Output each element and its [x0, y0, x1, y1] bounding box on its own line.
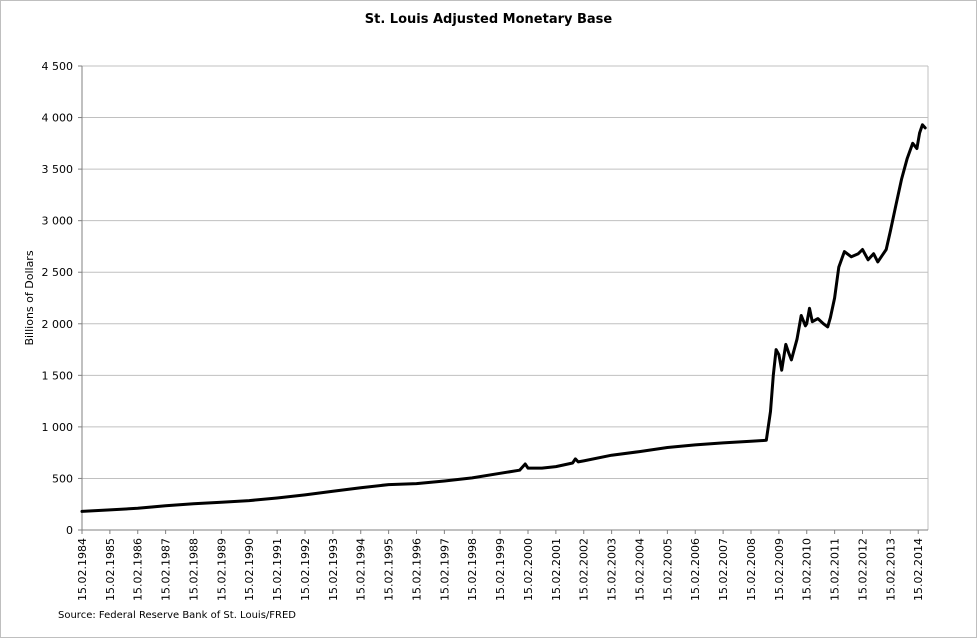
x-tick-label: 15.02.2002 — [578, 538, 591, 601]
x-tick-label: 15.02.2004 — [633, 538, 646, 601]
x-tick-label: 15.02.1993 — [327, 538, 340, 601]
x-tick-label: 15.02.1992 — [299, 538, 312, 601]
y-tick-label: 1 000 — [42, 421, 74, 434]
x-tick-label: 15.02.1988 — [187, 538, 200, 601]
x-tick-label: 15.02.2010 — [801, 538, 814, 601]
y-tick-label: 500 — [52, 472, 73, 485]
y-tick-label: 3 500 — [42, 163, 74, 176]
x-tick-label: 15.02.1987 — [160, 538, 173, 601]
x-tick-label: 15.02.2003 — [606, 538, 619, 601]
x-tick-label: 15.02.1984 — [76, 538, 89, 601]
gridlines — [82, 65, 928, 479]
x-tick-label: 15.02.2006 — [689, 538, 702, 601]
x-tick-label: 15.02.1990 — [243, 538, 256, 601]
y-axis-title: Billions of Dollars — [23, 250, 36, 345]
series-line — [80, 123, 927, 513]
x-tick-label: 15.02.1986 — [132, 538, 145, 601]
x-tick-label: 15.02.1989 — [215, 538, 228, 601]
chart-title: St. Louis Adjusted Monetary Base — [364, 12, 613, 27]
x-tick-label: 15.02.1998 — [466, 538, 479, 601]
x-tick-label: 15.02.1985 — [104, 538, 117, 601]
y-axis-ticks: 0 500 1 000 1 500 2 000 2 500 3 000 3 500 4 000 4… — [42, 60, 82, 537]
y-tick-label: 1 500 — [42, 369, 74, 382]
x-tick-label: 15.02.2001 — [550, 538, 563, 601]
x-tick-label: 15.02.2011 — [829, 538, 842, 601]
x-tick-label: 15.02.1996 — [410, 538, 423, 601]
x-tick-label: 15.02.2005 — [661, 538, 674, 601]
y-tick-label: 2 500 — [42, 266, 74, 279]
x-tick-label: 15.02.1994 — [355, 538, 368, 601]
x-tick-label: 15.02.1997 — [438, 538, 451, 601]
x-tick-label: 15.02.2009 — [773, 538, 786, 601]
y-tick-label: 4 500 — [42, 60, 74, 73]
y-tick-label: 3 000 — [42, 215, 74, 228]
x-tick-label: 15.02.2007 — [717, 538, 730, 601]
y-tick-label: 2 000 — [42, 318, 74, 331]
axes — [81, 66, 929, 531]
source-note: Source: Federal Reserve Bank of St. Loui… — [58, 610, 296, 621]
x-tick-label: 15.02.2014 — [912, 538, 925, 601]
y-tick-label: 4 000 — [42, 112, 74, 125]
x-axis-ticks: 15.02.1984 15.02.1985 15.02.1986 15.02.1987… — [76, 530, 925, 601]
x-tick-label: 15.02.2000 — [522, 538, 535, 601]
x-tick-label: 15.02.2012 — [856, 538, 869, 601]
x-tick-label: 15.02.1999 — [494, 538, 507, 601]
x-tick-label: 15.02.2008 — [745, 538, 758, 601]
x-tick-label: 15.02.2013 — [884, 538, 897, 601]
series-layer — [80, 123, 927, 513]
x-tick-label: 15.02.1991 — [271, 538, 284, 601]
y-tick-label: 0 — [66, 524, 73, 537]
x-tick-label: 15.02.1995 — [383, 538, 396, 601]
